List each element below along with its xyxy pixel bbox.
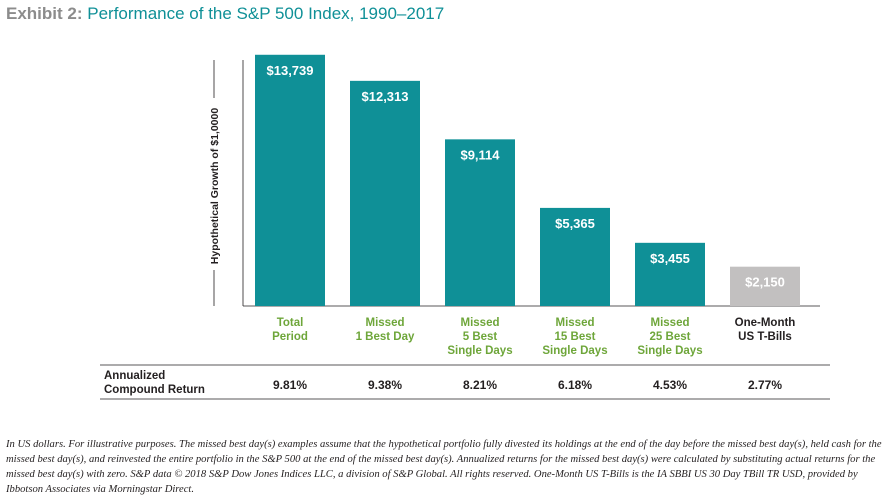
bar bbox=[540, 207, 610, 306]
bar-chart: Hypothetical Growth of $1,0000 $13,739 Tot… bbox=[100, 54, 830, 400]
bar bbox=[445, 139, 515, 306]
x-tick-label: One-Month bbox=[735, 317, 796, 329]
bar-value-label: $12,313 bbox=[362, 89, 409, 104]
bar bbox=[730, 266, 800, 306]
x-tick-label: Missed bbox=[556, 317, 595, 329]
chart-title-text: Performance of the S&P 500 Index, 1990–2… bbox=[87, 4, 445, 23]
annualized-return-value: 4.53% bbox=[653, 378, 687, 392]
bar-value-label: $5,365 bbox=[555, 216, 595, 231]
x-tick-label: 15 Best bbox=[555, 331, 596, 343]
bar-value-label: $2,150 bbox=[745, 275, 785, 290]
exhibit-number: Exhibit 2: bbox=[6, 4, 83, 23]
x-tick-label: Total bbox=[277, 317, 304, 329]
bar-value-label: $9,114 bbox=[460, 147, 500, 162]
bar bbox=[635, 242, 705, 306]
x-tick-label: Single Days bbox=[447, 345, 512, 357]
x-tick-label: Missed bbox=[651, 317, 690, 329]
bar bbox=[255, 54, 325, 307]
bar-value-label: $3,455 bbox=[650, 251, 690, 266]
x-tick-label: Single Days bbox=[542, 345, 607, 357]
x-tick-label: 5 Best bbox=[463, 331, 498, 343]
annualized-return-label-line: Compound Return bbox=[104, 384, 205, 396]
annualized-return-value: 8.21% bbox=[463, 378, 497, 392]
x-tick-label: US T-Bills bbox=[738, 331, 792, 343]
x-tick-label: Period bbox=[272, 331, 308, 343]
x-tick-label: Single Days bbox=[637, 345, 702, 357]
x-tick-label: 25 Best bbox=[650, 331, 691, 343]
annualized-return-value: 9.38% bbox=[368, 378, 402, 392]
annualized-return-value: 6.18% bbox=[558, 378, 592, 392]
annualized-return-label-line: Annualized bbox=[104, 370, 166, 382]
annualized-return-value: 9.81% bbox=[273, 378, 307, 392]
x-tick-label: Missed bbox=[461, 317, 500, 329]
chart-title: Exhibit 2: Performance of the S&P 500 In… bbox=[6, 4, 444, 24]
annualized-return-label: Annualized Compound Return bbox=[104, 369, 224, 397]
x-tick-label: 1 Best Day bbox=[356, 331, 415, 343]
footnote: In US dollars. For illustrative purposes… bbox=[6, 439, 882, 495]
bar bbox=[350, 80, 420, 307]
y-axis-label: Hypothetical Growth of $1,0000 bbox=[209, 108, 221, 265]
annualized-return-value: 2.77% bbox=[748, 378, 782, 392]
bar-value-label: $13,739 bbox=[267, 63, 314, 78]
x-tick-label: Missed bbox=[366, 317, 405, 329]
